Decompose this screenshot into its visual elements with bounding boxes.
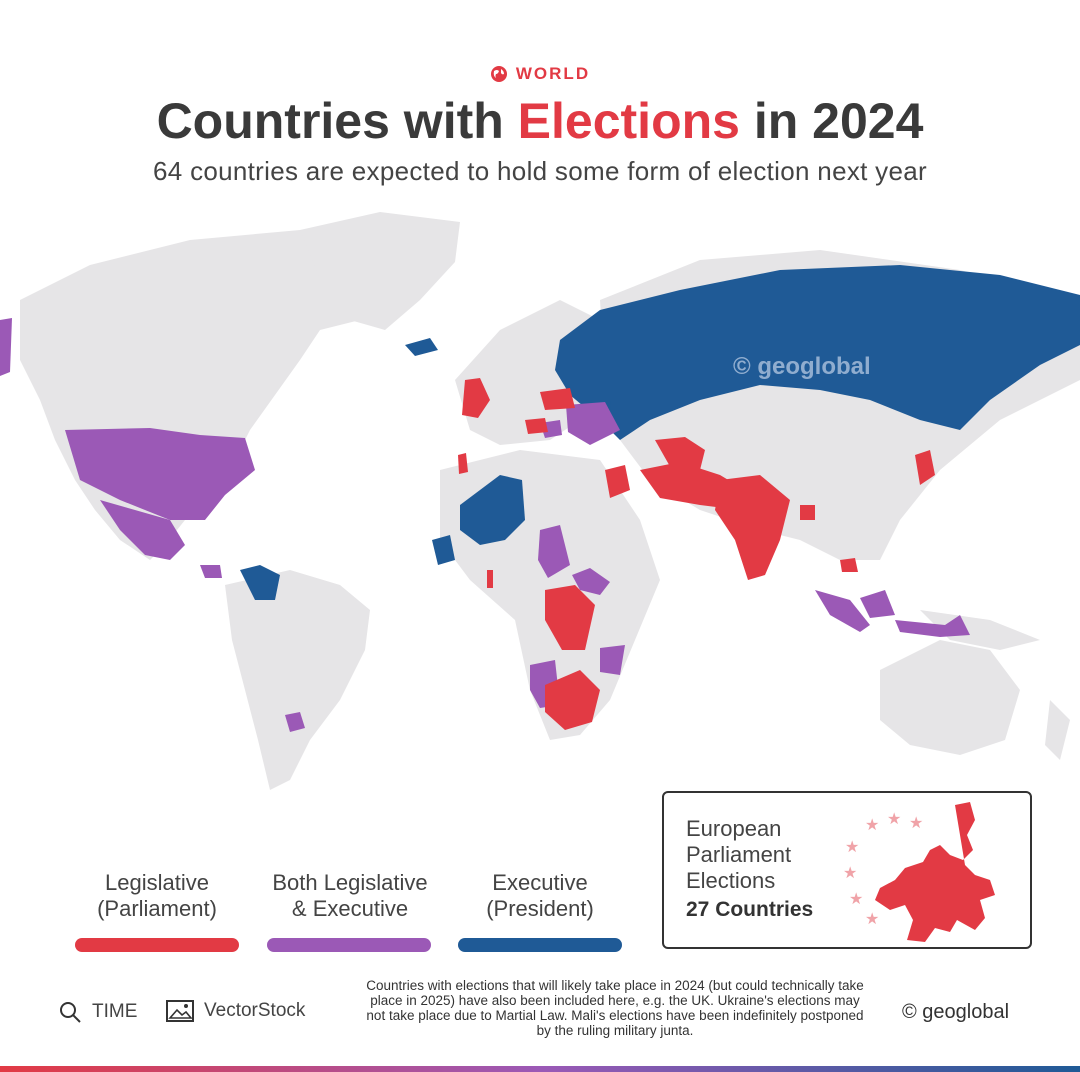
page-subtitle: 64 countries are expected to hold some f…	[153, 156, 927, 186]
map-watermark: © geoglobal	[733, 353, 871, 380]
source-vectorstock: VectorStock	[166, 1000, 305, 1022]
svg-text:★: ★	[887, 809, 901, 828]
legend-legislative: Legislative (Parliament)	[97, 870, 217, 921]
title-accent: Elections	[517, 93, 740, 149]
category-tag: WORLD	[0, 64, 1080, 84]
eu-country-count: 27 Countries	[686, 898, 814, 921]
search-icon	[60, 1002, 81, 1023]
image-icon	[166, 1000, 194, 1022]
svg-text:★: ★	[865, 815, 879, 834]
eu-parliament-box	[662, 791, 1032, 949]
svg-text:★: ★	[909, 813, 923, 832]
globe-icon	[490, 66, 507, 82]
category-label: WORLD	[515, 64, 591, 83]
legend-swatch-executive	[458, 938, 622, 952]
bottom-accent-bar	[0, 1066, 1080, 1072]
svg-text:★: ★	[845, 837, 859, 856]
eu-box-title: European Parliament Elections	[686, 816, 792, 893]
world-map	[0, 212, 1080, 790]
footnote: Countries with elections that will likel…	[366, 978, 864, 1038]
page-title: Countries with Elections in 2024	[156, 93, 924, 149]
svg-text:★: ★	[849, 889, 863, 908]
legend-executive: Executive (President)	[486, 870, 594, 921]
svg-text:★: ★	[843, 863, 857, 882]
eu-map-shape	[875, 802, 995, 942]
legend-both: Both Legislative & Executive	[272, 870, 428, 921]
eu-stars: ★ ★ ★ ★ ★ ★ ★	[843, 809, 923, 928]
source-time: TIME	[58, 1000, 137, 1024]
eu-map-graphic: ★ ★ ★ ★ ★ ★ ★	[843, 802, 995, 942]
legend-swatch-legislative	[75, 938, 239, 952]
footer-credit: © geoglobal	[902, 1001, 1010, 1023]
svg-text:★: ★	[865, 909, 879, 928]
legend-swatch-both	[267, 938, 431, 952]
